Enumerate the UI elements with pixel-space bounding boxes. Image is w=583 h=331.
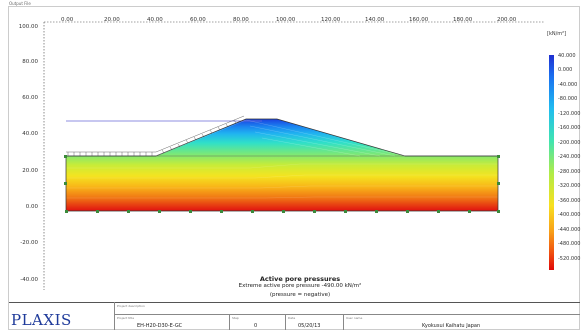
embankment-mesh bbox=[155, 119, 406, 157]
legend-label: -320.000 bbox=[558, 183, 581, 189]
x-tick: 20.00 bbox=[104, 17, 120, 23]
x-tick: 140.00 bbox=[365, 17, 385, 23]
step-label: Step bbox=[232, 316, 239, 320]
pore-pressure-contour bbox=[66, 119, 498, 211]
legend-label: 40.000 bbox=[558, 53, 576, 59]
project-title-label: Project title bbox=[117, 316, 135, 320]
user-label: User name bbox=[346, 316, 363, 320]
date-value: 05/20/13 bbox=[298, 323, 321, 329]
x-tick: 60.00 bbox=[190, 17, 206, 23]
plaxis-logo: PLAXIS bbox=[11, 311, 72, 329]
y-tick: 80.00 bbox=[22, 59, 38, 65]
legend-label: -360.000 bbox=[558, 198, 581, 204]
y-tick: 20.00 bbox=[22, 168, 38, 174]
x-tick: 120.00 bbox=[321, 17, 341, 23]
x-tick: 40.00 bbox=[147, 17, 163, 23]
legend-label: -160.000 bbox=[558, 125, 581, 131]
y-tick: -40.00 bbox=[20, 277, 38, 283]
project-title-value: EH-H20-D30-E-GC bbox=[137, 323, 183, 329]
project-description-label: Project description bbox=[117, 304, 145, 308]
y-tick: 40.00 bbox=[22, 131, 38, 137]
legend-label: -240.000 bbox=[558, 154, 581, 160]
plot-title: Active pore pressures bbox=[259, 275, 341, 283]
legend-label: -200.000 bbox=[558, 140, 581, 146]
legend-unit: [kN/m²] bbox=[547, 31, 567, 37]
legend-label: -280.000 bbox=[558, 169, 581, 175]
plot-note: (pressure = negative) bbox=[269, 292, 331, 298]
legend-label: -40.000 bbox=[558, 82, 578, 88]
x-tick: 200.00 bbox=[497, 17, 517, 23]
y-tick: -20.00 bbox=[20, 240, 38, 246]
title-block-divider bbox=[285, 314, 286, 330]
date-label: Date bbox=[288, 316, 296, 320]
title-block-divider bbox=[114, 302, 115, 330]
outer-border bbox=[8, 6, 580, 330]
step-value: 0 bbox=[254, 323, 258, 329]
surface-load bbox=[66, 115, 245, 156]
geometry-outline bbox=[65, 118, 499, 212]
legend-label: -400.000 bbox=[558, 212, 581, 218]
window-corner-label: Output File bbox=[9, 1, 31, 6]
x-tick: 160.00 bbox=[409, 17, 429, 23]
legend-label: -520.000 bbox=[558, 256, 581, 262]
legend-label: -480.000 bbox=[558, 241, 581, 247]
contour-lines bbox=[66, 163, 498, 199]
legend-label: -120.000 bbox=[558, 111, 581, 117]
y-tick: 100.00 bbox=[18, 24, 38, 30]
title-block-divider bbox=[114, 314, 580, 315]
x-tick: 100.00 bbox=[276, 17, 296, 23]
title-block-divider bbox=[343, 314, 344, 330]
legend-label: -440.000 bbox=[558, 227, 581, 233]
y-tick: 60.00 bbox=[22, 95, 38, 101]
legend-label: -80.000 bbox=[558, 96, 578, 102]
plot-extreme-value: Extreme active pore pressure -490.00 kN/… bbox=[238, 283, 362, 289]
legend-colorbar bbox=[549, 55, 554, 270]
title-block-divider bbox=[229, 314, 230, 330]
legend-label: 0.000 bbox=[558, 67, 573, 73]
x-tick: 180.00 bbox=[453, 17, 473, 23]
y-tick: 0.00 bbox=[25, 204, 38, 210]
boundary-fixities bbox=[64, 155, 500, 213]
x-tick: 0.00 bbox=[61, 17, 74, 23]
x-tick: 80.00 bbox=[233, 17, 249, 23]
user-value: Kyokusui Kaihatu Japan bbox=[422, 323, 481, 329]
title-block bbox=[9, 302, 580, 331]
